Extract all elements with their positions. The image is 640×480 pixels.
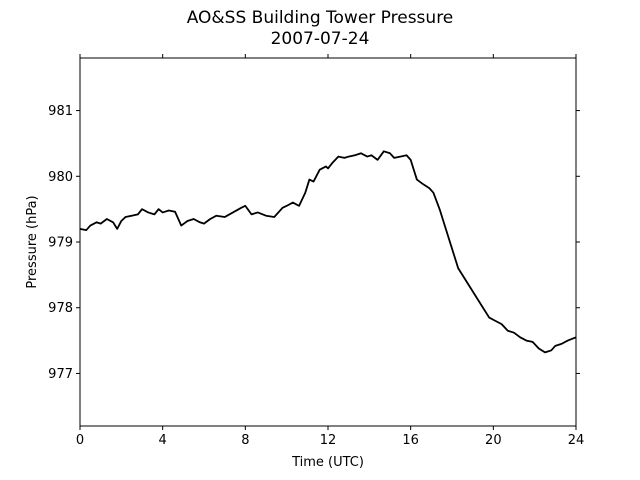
- x-tick-label: 12: [320, 433, 337, 448]
- x-axis-label: Time (UTC): [291, 455, 364, 470]
- y-tick-label: 977: [48, 367, 73, 382]
- plot-frame: [79, 57, 577, 427]
- x-tick-label: 20: [485, 433, 502, 448]
- x-tick-label: 16: [402, 433, 419, 448]
- x-tick-label: 8: [241, 433, 249, 448]
- y-tick-label: 981: [48, 104, 73, 119]
- y-tick-label: 978: [48, 301, 73, 316]
- y-tick-label: 980: [48, 170, 73, 185]
- x-tick-label: 24: [568, 433, 585, 448]
- y-axis-label: Pressure (hPa): [25, 195, 40, 288]
- x-tick-label: 0: [76, 433, 84, 448]
- pressure-series-line: [79, 150, 577, 354]
- x-tick-label: 4: [159, 433, 167, 448]
- chart-title: AO&SS Building Tower Pressure: [186, 8, 454, 28]
- chart-subtitle: 2007-07-24: [270, 29, 370, 49]
- axes: 0 4 8 12 16 20 24 977 978 979 980 981: [48, 54, 584, 448]
- y-tick-label: 979: [48, 236, 73, 251]
